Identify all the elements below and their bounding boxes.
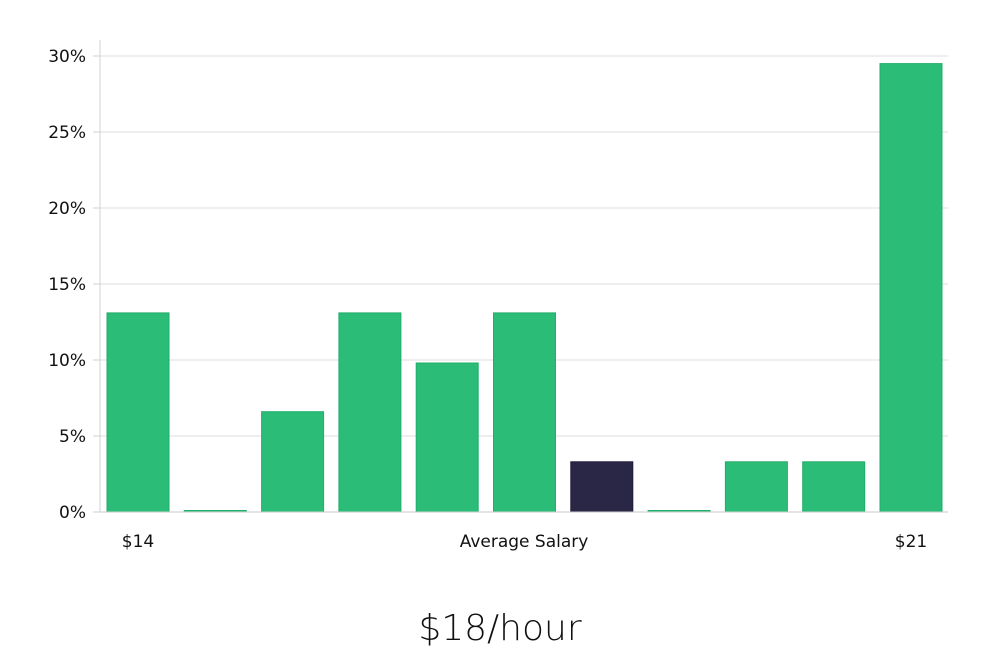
- bar: [802, 461, 866, 513]
- bar: [724, 461, 788, 513]
- average-salary-value: $18/hour: [418, 608, 582, 649]
- bar: [415, 362, 479, 513]
- bar: [338, 312, 402, 513]
- bar-highlighted: [570, 461, 634, 513]
- y-tick-label: 15%: [48, 275, 86, 295]
- y-axis-ticks: 0% 5% 10% 15% 20% 25% 30%: [48, 47, 100, 523]
- y-tick-label: 25%: [48, 123, 86, 143]
- bar: [106, 312, 170, 513]
- bar: [261, 411, 325, 513]
- x-right-label: $21: [895, 532, 927, 552]
- x-left-label: $14: [122, 532, 154, 552]
- y-tick-label: 30%: [48, 47, 86, 67]
- bar: [493, 312, 556, 513]
- y-tick-label: 10%: [48, 351, 86, 371]
- salary-histogram: 0% 5% 10% 15% 20% 25% 30% $14 Average Salary $…: [48, 40, 948, 552]
- bar: [879, 63, 943, 513]
- bars: [106, 63, 943, 513]
- y-tick-label: 0%: [59, 503, 86, 523]
- x-axis-title: Average Salary: [460, 532, 589, 552]
- y-tick-label: 20%: [48, 199, 86, 219]
- y-tick-label: 5%: [59, 427, 86, 447]
